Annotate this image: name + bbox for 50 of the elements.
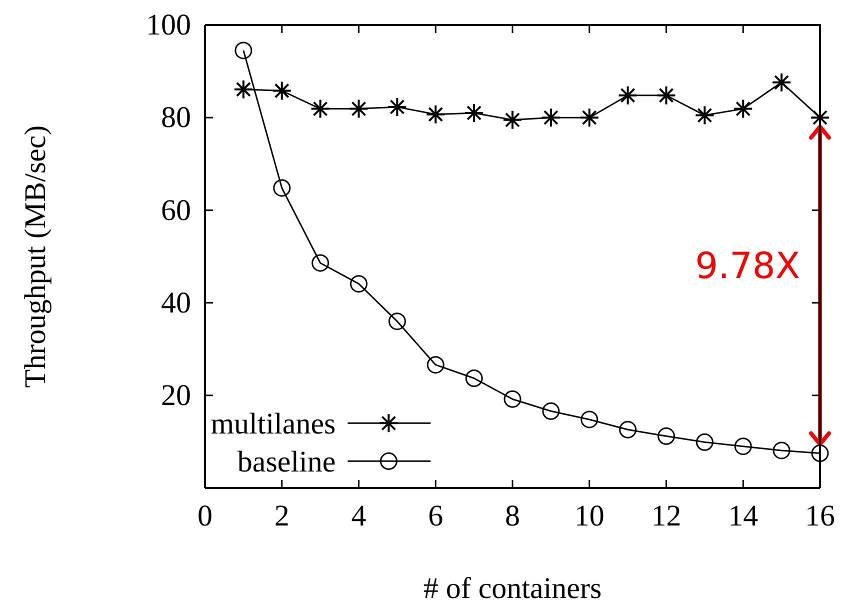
point — [772, 72, 792, 92]
point — [426, 356, 444, 374]
point — [618, 85, 638, 106]
point — [465, 370, 483, 388]
point — [542, 402, 560, 420]
point — [734, 438, 752, 456]
point — [772, 442, 790, 460]
point — [811, 444, 829, 462]
point — [387, 96, 408, 117]
y-tick-label: 60 — [161, 194, 191, 227]
point — [658, 427, 675, 445]
point — [272, 80, 292, 101]
point — [733, 98, 754, 119]
x-tick-label: 4 — [351, 499, 366, 532]
legend-label: baseline — [237, 446, 336, 479]
point — [464, 102, 484, 123]
x-tick-label: 16 — [805, 499, 835, 532]
y-axis-title: Throughput (MB/sec) — [19, 125, 52, 388]
y-tick-label: 20 — [161, 379, 191, 412]
y-tick-label: 100 — [146, 8, 191, 42]
point — [656, 85, 676, 106]
point — [426, 104, 446, 124]
x-tick-label: 14 — [728, 499, 758, 532]
point — [388, 312, 406, 330]
x-tick-label: 6 — [428, 499, 444, 532]
point — [310, 98, 330, 119]
x-tick-label: 12 — [651, 499, 682, 532]
point — [273, 179, 291, 197]
point — [233, 79, 254, 100]
point — [580, 410, 598, 428]
x-axis-title: # of containers — [423, 572, 602, 605]
point — [502, 110, 522, 130]
point — [696, 433, 714, 451]
x-tick-label: 0 — [198, 499, 212, 532]
point — [234, 42, 252, 60]
x-tick-label: 10 — [574, 499, 604, 532]
x-tick-label: 8 — [505, 499, 520, 532]
y-tick-label: 40 — [161, 286, 191, 320]
point — [350, 275, 368, 293]
y-tick-label: 80 — [161, 101, 191, 134]
point — [619, 420, 637, 438]
legend-label: multilanes — [210, 408, 336, 441]
point — [694, 105, 715, 126]
point — [579, 108, 600, 128]
point — [540, 108, 561, 128]
x-tick-label: 2 — [274, 499, 290, 532]
annotation: 9.78X — [695, 246, 800, 288]
point — [312, 254, 330, 272]
point — [504, 390, 522, 408]
point — [348, 98, 369, 119]
